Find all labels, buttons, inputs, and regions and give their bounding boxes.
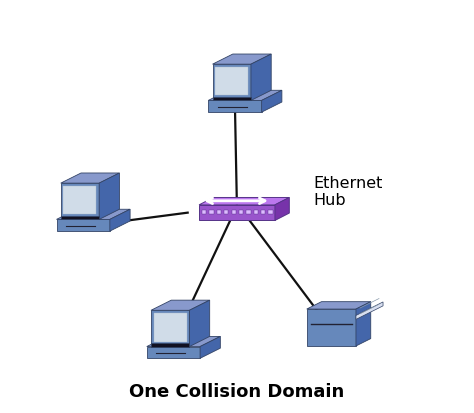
Polygon shape <box>99 173 119 219</box>
Text: One Collision Domain: One Collision Domain <box>129 383 345 401</box>
Polygon shape <box>246 209 250 214</box>
Polygon shape <box>239 209 243 214</box>
Polygon shape <box>356 301 371 346</box>
Polygon shape <box>147 337 220 347</box>
Polygon shape <box>212 54 271 64</box>
Polygon shape <box>64 186 97 214</box>
Polygon shape <box>154 313 187 342</box>
Polygon shape <box>232 209 236 214</box>
Polygon shape <box>210 209 214 214</box>
Polygon shape <box>262 90 282 112</box>
Polygon shape <box>261 209 265 214</box>
Polygon shape <box>190 300 210 347</box>
Polygon shape <box>202 209 206 214</box>
Polygon shape <box>56 219 110 231</box>
Polygon shape <box>61 216 99 219</box>
Polygon shape <box>199 197 289 205</box>
Polygon shape <box>215 67 248 95</box>
Polygon shape <box>61 183 99 219</box>
Polygon shape <box>151 310 190 347</box>
Polygon shape <box>268 209 273 214</box>
Polygon shape <box>208 90 282 100</box>
Polygon shape <box>251 54 271 100</box>
Polygon shape <box>212 64 251 100</box>
Polygon shape <box>275 197 289 221</box>
Polygon shape <box>147 347 200 358</box>
Polygon shape <box>199 205 275 221</box>
Polygon shape <box>56 209 130 219</box>
Polygon shape <box>224 209 228 214</box>
Polygon shape <box>151 343 190 347</box>
Polygon shape <box>307 301 371 309</box>
Polygon shape <box>208 100 262 112</box>
Polygon shape <box>110 209 130 231</box>
Polygon shape <box>61 173 119 183</box>
Polygon shape <box>151 300 210 310</box>
Polygon shape <box>307 309 356 346</box>
Polygon shape <box>356 302 383 319</box>
Polygon shape <box>217 209 221 214</box>
Polygon shape <box>200 337 220 358</box>
Polygon shape <box>212 97 251 100</box>
Polygon shape <box>254 209 258 214</box>
Text: Ethernet
Hub: Ethernet Hub <box>313 176 382 208</box>
